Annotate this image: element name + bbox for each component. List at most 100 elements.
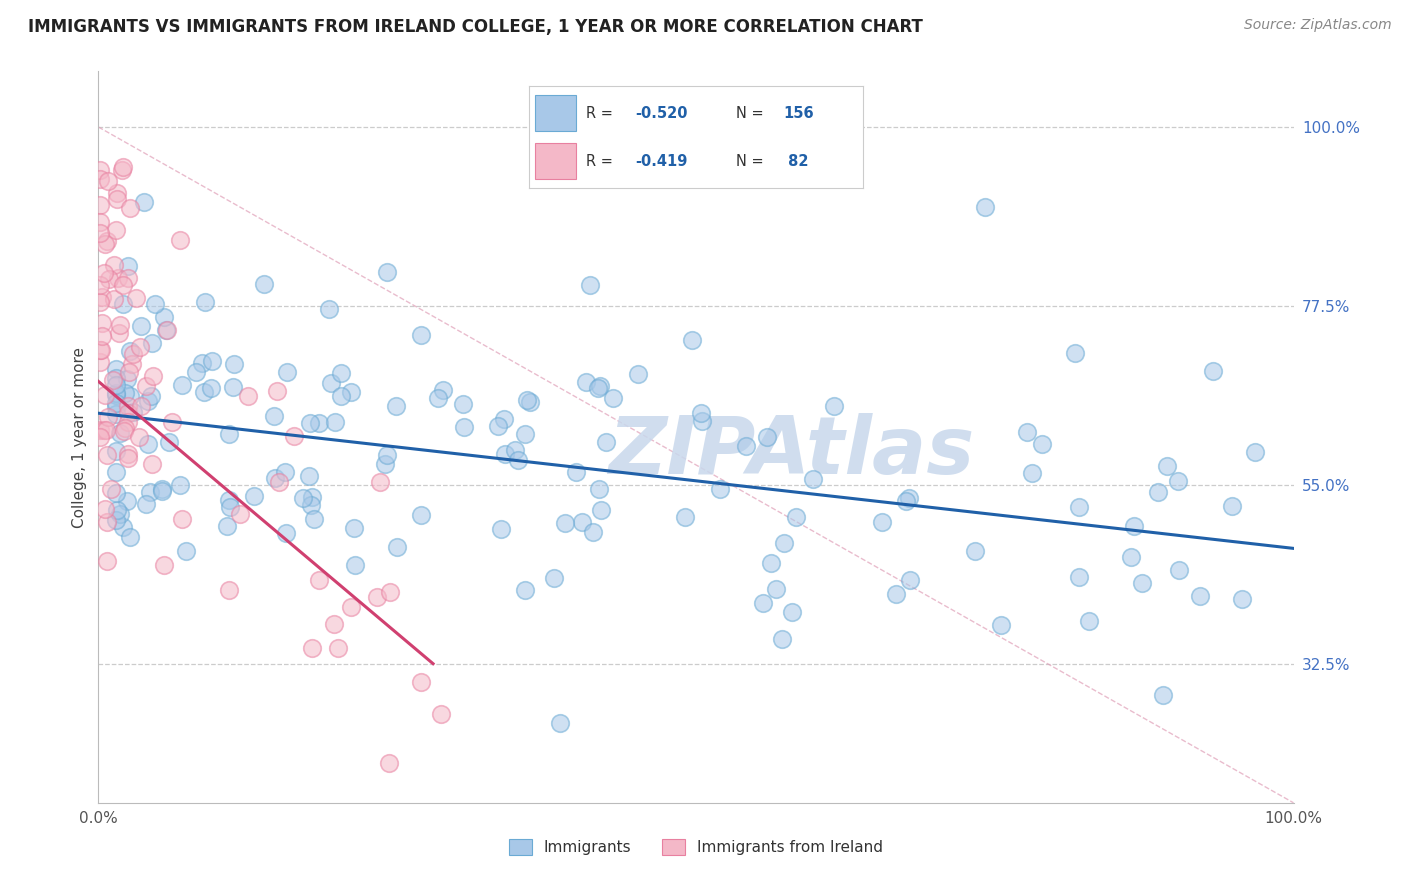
- Point: [575, 376, 598, 390]
- Point: [103, 258, 125, 272]
- Point: [218, 583, 240, 598]
- Point: [578, 277, 600, 292]
- Point: [117, 372, 139, 386]
- Point: [308, 574, 330, 588]
- Point: [93, 266, 115, 280]
- Point: [411, 508, 433, 522]
- Point: [89, 295, 111, 310]
- Point: [453, 420, 475, 434]
- Point: [153, 310, 176, 324]
- Point: [150, 483, 173, 498]
- Point: [91, 316, 114, 330]
- Point: [89, 171, 111, 186]
- Point: [120, 530, 142, 544]
- Point: [132, 195, 155, 210]
- Point: [1167, 474, 1189, 488]
- Point: [218, 427, 240, 442]
- Point: [157, 435, 180, 450]
- Point: [141, 457, 163, 471]
- Point: [219, 500, 242, 514]
- Point: [122, 347, 145, 361]
- Point: [118, 343, 141, 358]
- Point: [117, 451, 139, 466]
- Point: [120, 389, 142, 403]
- Point: [105, 388, 128, 402]
- Point: [276, 365, 298, 379]
- Point: [782, 606, 804, 620]
- Point: [432, 383, 454, 397]
- Point: [94, 237, 117, 252]
- Point: [218, 493, 240, 508]
- Point: [690, 406, 713, 420]
- Point: [451, 397, 474, 411]
- Point: [111, 297, 134, 311]
- Point: [543, 572, 565, 586]
- Text: ZIPAtlas: ZIPAtlas: [609, 413, 974, 491]
- Point: [117, 399, 139, 413]
- Point: [291, 491, 314, 505]
- Point: [319, 376, 342, 390]
- Point: [200, 380, 222, 394]
- Point: [93, 423, 115, 437]
- Point: [143, 297, 166, 311]
- Point: [759, 556, 782, 570]
- Point: [378, 756, 401, 770]
- Point: [340, 600, 363, 615]
- Point: [90, 343, 112, 357]
- Point: [94, 502, 117, 516]
- Point: [105, 361, 128, 376]
- Point: [571, 515, 593, 529]
- Point: [152, 558, 174, 573]
- Point: [100, 482, 122, 496]
- Point: [89, 343, 111, 357]
- Point: [554, 516, 576, 530]
- Point: [155, 323, 177, 337]
- Point: [118, 202, 141, 216]
- Point: [872, 515, 894, 529]
- Point: [108, 507, 131, 521]
- Point: [129, 399, 152, 413]
- Point: [128, 430, 150, 444]
- Point: [105, 503, 128, 517]
- Point: [105, 223, 128, 237]
- Point: [318, 302, 340, 317]
- Point: [156, 323, 179, 337]
- Point: [588, 483, 610, 497]
- Point: [121, 404, 143, 418]
- Point: [108, 426, 131, 441]
- Point: [884, 587, 907, 601]
- Point: [823, 399, 845, 413]
- Point: [112, 278, 135, 293]
- Point: [96, 554, 118, 568]
- Point: [1121, 549, 1143, 564]
- Point: [236, 389, 259, 403]
- Point: [139, 485, 162, 500]
- Point: [1130, 576, 1153, 591]
- Point: [1078, 614, 1101, 628]
- Point: [283, 428, 305, 442]
- Point: [519, 395, 541, 409]
- Point: [368, 475, 391, 489]
- Point: [894, 494, 917, 508]
- Point: [589, 379, 612, 393]
- Point: [308, 417, 330, 431]
- Point: [494, 447, 516, 461]
- Point: [224, 357, 246, 371]
- Point: [169, 477, 191, 491]
- Point: [898, 573, 921, 587]
- Point: [325, 415, 347, 429]
- Point: [773, 535, 796, 549]
- Point: [229, 508, 252, 522]
- Point: [105, 407, 128, 421]
- Point: [105, 186, 128, 201]
- Point: [273, 465, 295, 479]
- Point: [411, 328, 433, 343]
- Point: [1122, 518, 1144, 533]
- Point: [139, 389, 162, 403]
- Point: [589, 503, 612, 517]
- Point: [89, 215, 111, 229]
- Point: [201, 353, 224, 368]
- Point: [114, 421, 136, 435]
- Point: [103, 293, 125, 307]
- Point: [385, 540, 408, 554]
